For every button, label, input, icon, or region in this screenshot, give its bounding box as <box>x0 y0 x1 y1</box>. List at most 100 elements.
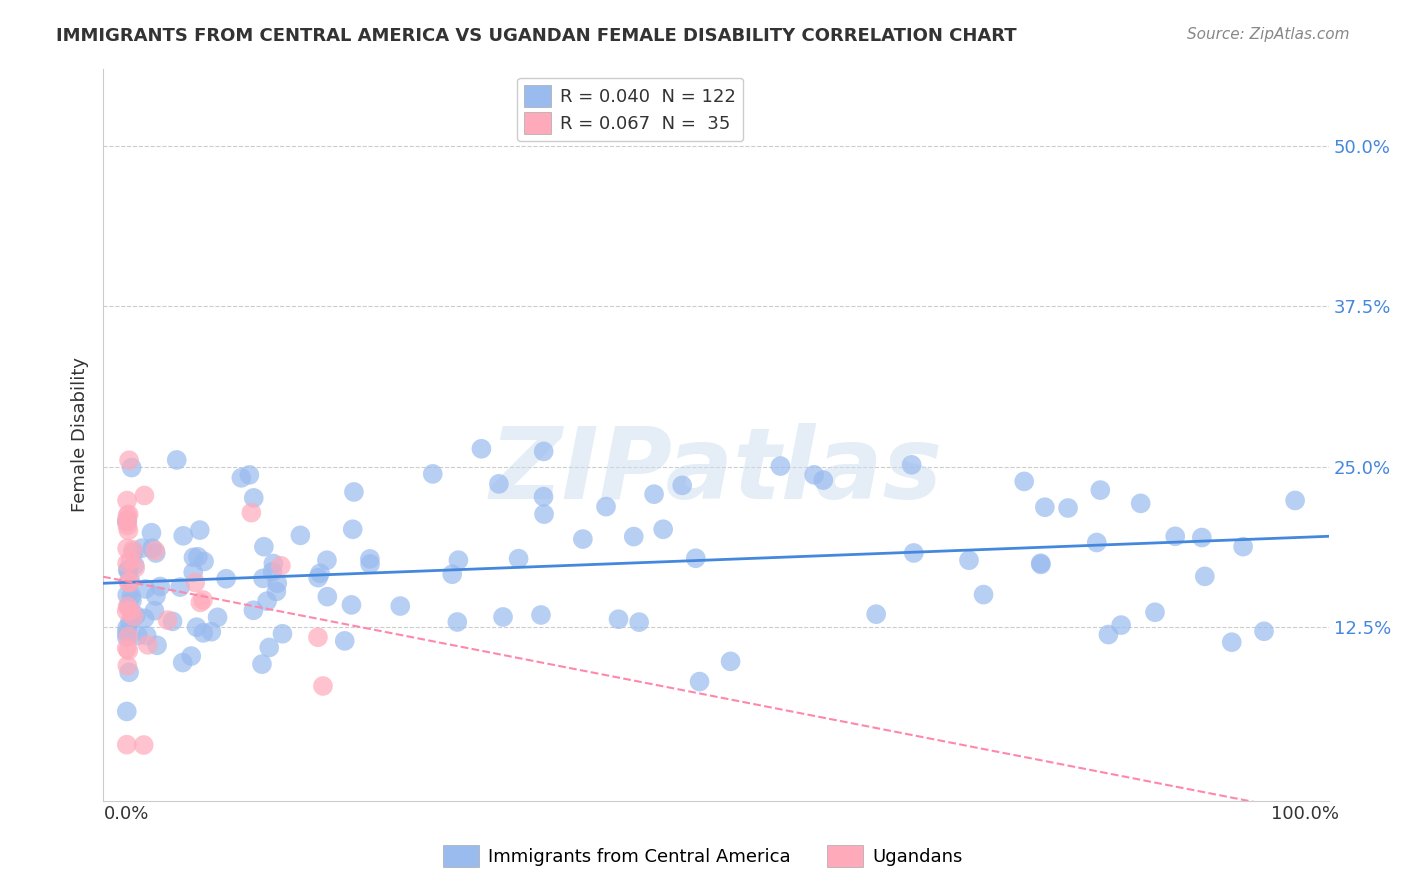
Point <box>115 705 138 719</box>
Point <box>124 561 146 575</box>
Point <box>134 488 156 502</box>
Point <box>1191 531 1213 545</box>
Point <box>309 566 332 581</box>
Point <box>115 513 138 527</box>
Point <box>141 525 163 540</box>
Point <box>316 553 339 567</box>
Point <box>132 738 155 752</box>
Point <box>207 610 229 624</box>
Point <box>422 467 444 481</box>
Y-axis label: Female Disability: Female Disability <box>72 357 89 512</box>
Point <box>117 643 139 657</box>
Point <box>117 588 139 602</box>
Point <box>117 524 139 538</box>
Point <box>122 545 145 559</box>
Point <box>957 553 980 567</box>
Point <box>118 665 141 680</box>
Point <box>1097 627 1119 641</box>
Point <box>447 553 470 567</box>
Point <box>266 576 288 591</box>
Point <box>271 626 294 640</box>
Point <box>240 506 263 520</box>
Point <box>117 629 139 643</box>
Point <box>162 615 184 629</box>
Point <box>1143 605 1166 619</box>
Point <box>120 589 142 603</box>
Point <box>117 599 139 614</box>
Point <box>803 467 825 482</box>
Point <box>903 546 925 560</box>
Point <box>120 553 142 567</box>
Point <box>266 584 288 599</box>
Point <box>146 638 169 652</box>
Point <box>530 607 553 622</box>
Point <box>115 604 138 618</box>
Point <box>118 575 141 590</box>
Point <box>652 522 675 536</box>
Point <box>685 551 707 566</box>
Point <box>166 453 188 467</box>
Point <box>117 658 139 673</box>
Text: IMMIGRANTS FROM CENTRAL AMERICA VS UGANDAN FEMALE DISABILITY CORRELATION CHART: IMMIGRANTS FROM CENTRAL AMERICA VS UGAND… <box>56 27 1017 45</box>
Point <box>446 615 468 629</box>
Point <box>191 593 214 607</box>
Text: ZIPatlas: ZIPatlas <box>489 423 942 520</box>
Point <box>257 640 280 655</box>
Point <box>172 529 194 543</box>
Point <box>193 554 215 568</box>
Point <box>252 571 274 585</box>
Point <box>238 467 260 482</box>
Point <box>900 458 922 472</box>
Point <box>115 738 138 752</box>
Point <box>533 444 555 458</box>
Point <box>1085 535 1108 549</box>
Point <box>1029 558 1052 572</box>
Point <box>117 518 139 533</box>
Point <box>134 611 156 625</box>
Point <box>973 588 995 602</box>
Point <box>813 473 835 487</box>
Point <box>145 546 167 560</box>
Point <box>115 625 138 640</box>
Point <box>183 550 205 565</box>
Point <box>134 582 156 596</box>
Point <box>184 575 207 590</box>
Point <box>120 573 142 587</box>
Point <box>333 633 356 648</box>
Point <box>187 549 209 564</box>
Point <box>488 476 510 491</box>
Point <box>127 628 149 642</box>
Point <box>671 478 693 492</box>
Point <box>118 453 141 467</box>
Point <box>1057 501 1080 516</box>
Point <box>441 567 464 582</box>
Point <box>115 556 138 570</box>
Point <box>533 490 555 504</box>
Point <box>290 528 312 542</box>
Point <box>115 641 138 656</box>
Point <box>122 609 145 624</box>
Point <box>1220 635 1243 649</box>
Point <box>115 515 138 529</box>
Point <box>1090 483 1112 497</box>
Legend: R = 0.040  N = 122, R = 0.067  N =  35: R = 0.040 N = 122, R = 0.067 N = 35 <box>517 78 744 142</box>
Point <box>270 558 292 573</box>
Point <box>117 508 139 523</box>
Legend: Immigrants from Central America, Ugandans: Immigrants from Central America, Ugandan… <box>436 838 970 874</box>
Point <box>120 604 142 618</box>
Point <box>143 604 166 618</box>
Point <box>307 571 329 585</box>
Point <box>118 615 141 629</box>
Point <box>200 624 222 639</box>
Point <box>623 530 645 544</box>
Point <box>1194 569 1216 583</box>
Point <box>121 594 143 608</box>
Point <box>492 610 515 624</box>
Point <box>342 522 364 536</box>
Point <box>141 541 163 556</box>
Point <box>242 491 264 505</box>
Point <box>193 626 215 640</box>
Point <box>389 599 412 613</box>
Point <box>256 594 278 608</box>
Point <box>115 621 138 635</box>
